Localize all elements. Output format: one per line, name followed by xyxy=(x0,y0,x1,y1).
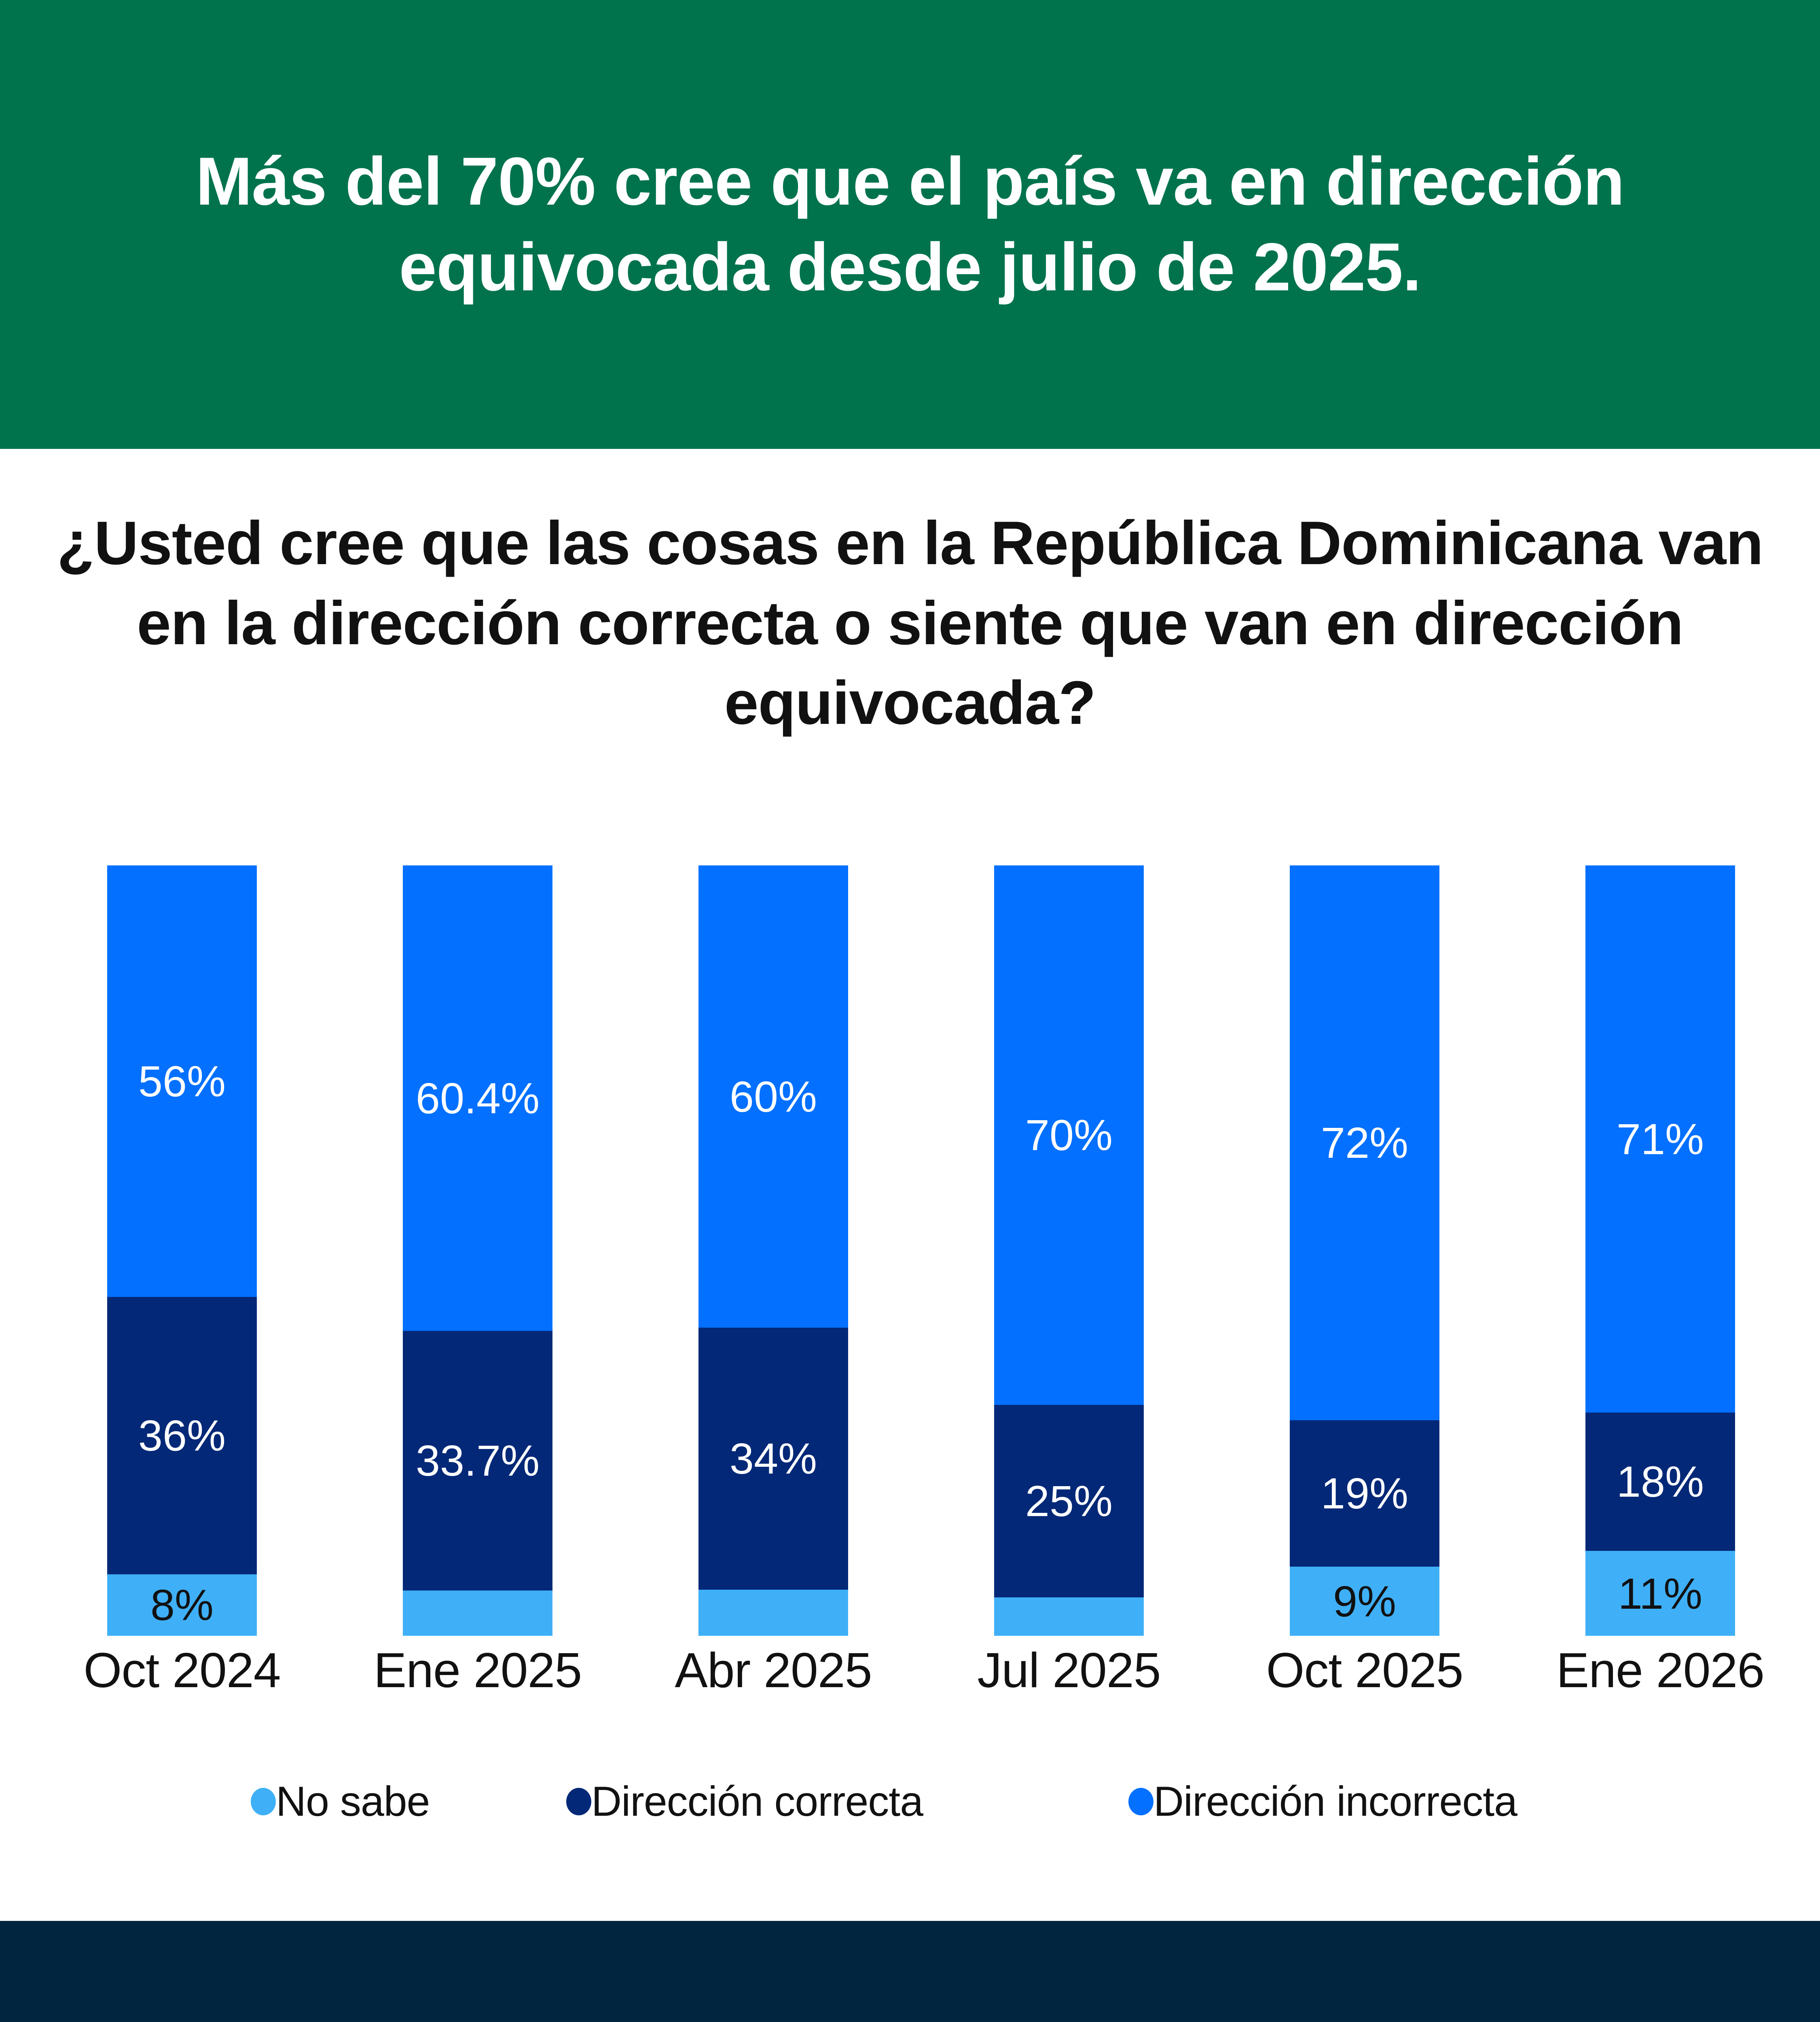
bar-group: 72% 19% 9% xyxy=(1290,865,1439,1636)
bar-segment xyxy=(994,1597,1144,1636)
bar-segment-label: 36% xyxy=(138,1411,226,1460)
x-axis-label: Ene 2026 xyxy=(1556,1643,1765,1698)
bar-segment-label: 60% xyxy=(729,1072,817,1121)
legend-color-swatch-icon xyxy=(1128,1788,1153,1815)
bar-segment: 11% xyxy=(1585,1551,1735,1636)
bar-group: 70% 25% xyxy=(994,865,1144,1636)
bar-segment: 36% xyxy=(107,1297,257,1574)
legend-color-swatch-icon xyxy=(566,1788,591,1815)
bar-segment-label: 60.4% xyxy=(415,1073,540,1123)
legend-label: No sabe xyxy=(276,1778,430,1825)
bar-segment: 33.7% xyxy=(403,1330,552,1591)
bar-segment-label: 56% xyxy=(138,1056,226,1106)
x-axis: Oct 2024 Ene 2025 Abr 2025 Jul 2025 Oct 2025… xyxy=(0,1642,1820,1723)
legend-item[interactable]: Dirección incorrecta xyxy=(1128,1778,1517,1825)
bar-segment-label: 8% xyxy=(150,1580,214,1630)
bar-segment xyxy=(698,1589,848,1636)
bar-segment-label: 72% xyxy=(1321,1118,1409,1168)
legend-label: Dirección correcta xyxy=(591,1778,923,1825)
legend-item[interactable]: No sabe xyxy=(251,1778,430,1825)
bar-segment: 19% xyxy=(1290,1420,1439,1567)
bar-segment: 70% xyxy=(994,865,1144,1405)
legend-label: Dirección incorrecta xyxy=(1153,1778,1517,1825)
bar-segment: 56% xyxy=(107,865,257,1297)
bar-segment-label: 19% xyxy=(1321,1469,1409,1518)
bar-segment-label: 11% xyxy=(1618,1569,1703,1618)
bar-group: 60% 34% xyxy=(698,865,848,1636)
bar-segment-label: 34% xyxy=(729,1434,817,1483)
footer-bar: Diario Libre xyxy=(0,1921,1820,2022)
bar-segment: 72% xyxy=(1290,865,1439,1420)
bar-segment-label: 70% xyxy=(1025,1110,1113,1160)
bar-segment-label: 18% xyxy=(1616,1457,1704,1506)
bar-segment xyxy=(403,1590,552,1636)
bar-segment: 60% xyxy=(698,865,848,1328)
x-axis-label: Oct 2024 xyxy=(83,1643,281,1698)
bar-segment: 25% xyxy=(994,1404,1144,1597)
stacked-bar-chart: 56% 36% 8% 60.4% 33.7% 60% 34% 70% 25% 72% 19% 9% 71… xyxy=(0,865,1820,1636)
x-axis-label: Abr 2025 xyxy=(675,1643,872,1698)
bar-segment-label: 71% xyxy=(1616,1114,1704,1163)
bar-segment: 9% xyxy=(1290,1566,1439,1636)
legend-item[interactable]: Dirección correcta xyxy=(566,1778,923,1825)
header-banner: Más del 70% cree que el país va en direc… xyxy=(0,0,1820,449)
x-axis-label: Oct 2025 xyxy=(1266,1643,1463,1698)
bar-segment: 34% xyxy=(698,1328,848,1590)
bar-segment: 71% xyxy=(1585,865,1735,1413)
bar-segment-label: 9% xyxy=(1333,1576,1397,1626)
page-title: Más del 70% cree que el país va en direc… xyxy=(195,143,1625,305)
x-axis-label: Ene 2025 xyxy=(373,1643,582,1698)
bar-group: 60.4% 33.7% xyxy=(403,865,552,1636)
bar-group: 71% 18% 11% xyxy=(1585,865,1735,1636)
bar-segment: 60.4% xyxy=(403,865,552,1331)
bar-segment: 18% xyxy=(1585,1412,1735,1551)
bar-group: 56% 36% 8% xyxy=(107,865,257,1636)
bar-segment-label: 25% xyxy=(1025,1476,1113,1526)
chart-legend: No sabe Dirección correcta Dirección incor… xyxy=(0,1778,1820,1840)
x-axis-label: Jul 2025 xyxy=(977,1643,1161,1698)
bar-segment: 8% xyxy=(107,1574,257,1636)
legend-color-swatch-icon xyxy=(251,1788,276,1815)
bar-segment-label: 33.7% xyxy=(415,1436,540,1485)
survey-question: ¿Usted cree que las cosas en la Repúblic… xyxy=(57,509,1763,738)
